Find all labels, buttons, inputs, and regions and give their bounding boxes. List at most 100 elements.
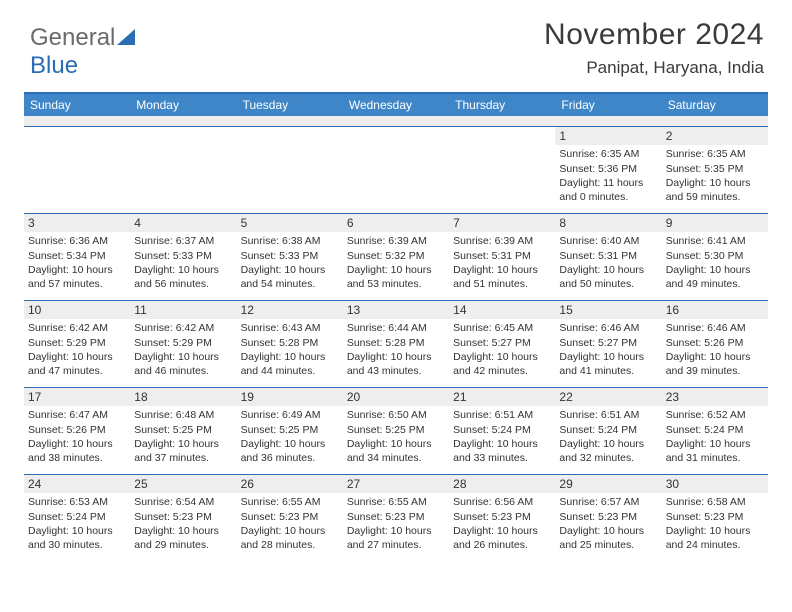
calendar-day-cell: 13Sunrise: 6:44 AMSunset: 5:28 PMDayligh… bbox=[343, 301, 449, 387]
day-detail-text: Sunrise: 6:47 AMSunset: 5:26 PMDaylight:… bbox=[24, 406, 130, 469]
day-number: 13 bbox=[343, 301, 449, 319]
day-number: 22 bbox=[555, 388, 661, 406]
day-number: 14 bbox=[449, 301, 555, 319]
day-detail-text: Sunrise: 6:36 AMSunset: 5:34 PMDaylight:… bbox=[24, 232, 130, 295]
day-number: 4 bbox=[130, 214, 236, 232]
calendar-day-cell: 26Sunrise: 6:55 AMSunset: 5:23 PMDayligh… bbox=[237, 475, 343, 561]
day-of-week-label: Sunday bbox=[24, 94, 130, 116]
calendar-day-cell: 5Sunrise: 6:38 AMSunset: 5:33 PMDaylight… bbox=[237, 214, 343, 300]
day-detail-text: Sunrise: 6:55 AMSunset: 5:23 PMDaylight:… bbox=[237, 493, 343, 556]
day-number: 12 bbox=[237, 301, 343, 319]
day-number: 25 bbox=[130, 475, 236, 493]
calendar-day-cell: 11Sunrise: 6:42 AMSunset: 5:29 PMDayligh… bbox=[130, 301, 236, 387]
calendar-day-cell: 24Sunrise: 6:53 AMSunset: 5:24 PMDayligh… bbox=[24, 475, 130, 561]
day-number: 26 bbox=[237, 475, 343, 493]
day-detail-text: Sunrise: 6:52 AMSunset: 5:24 PMDaylight:… bbox=[662, 406, 768, 469]
calendar-day-cell bbox=[24, 127, 130, 213]
day-detail-text: Sunrise: 6:37 AMSunset: 5:33 PMDaylight:… bbox=[130, 232, 236, 295]
calendar-day-cell: 27Sunrise: 6:55 AMSunset: 5:23 PMDayligh… bbox=[343, 475, 449, 561]
day-number: 20 bbox=[343, 388, 449, 406]
day-detail-text: Sunrise: 6:46 AMSunset: 5:27 PMDaylight:… bbox=[555, 319, 661, 382]
day-number: 24 bbox=[24, 475, 130, 493]
day-detail-text: Sunrise: 6:53 AMSunset: 5:24 PMDaylight:… bbox=[24, 493, 130, 556]
day-number: 27 bbox=[343, 475, 449, 493]
day-of-week-row: SundayMondayTuesdayWednesdayThursdayFrid… bbox=[24, 94, 768, 116]
day-of-week-label: Thursday bbox=[449, 94, 555, 116]
logo-text-1: General bbox=[30, 24, 115, 51]
calendar-week-row: 3Sunrise: 6:36 AMSunset: 5:34 PMDaylight… bbox=[24, 213, 768, 300]
day-detail-text: Sunrise: 6:50 AMSunset: 5:25 PMDaylight:… bbox=[343, 406, 449, 469]
day-number: 9 bbox=[662, 214, 768, 232]
day-number: 15 bbox=[555, 301, 661, 319]
calendar-day-cell bbox=[237, 127, 343, 213]
calendar-day-cell: 6Sunrise: 6:39 AMSunset: 5:32 PMDaylight… bbox=[343, 214, 449, 300]
day-detail-text: Sunrise: 6:56 AMSunset: 5:23 PMDaylight:… bbox=[449, 493, 555, 556]
calendar-grid: SundayMondayTuesdayWednesdayThursdayFrid… bbox=[24, 92, 768, 561]
day-number: 6 bbox=[343, 214, 449, 232]
day-number: 23 bbox=[662, 388, 768, 406]
calendar-day-cell bbox=[130, 127, 236, 213]
calendar-day-cell: 7Sunrise: 6:39 AMSunset: 5:31 PMDaylight… bbox=[449, 214, 555, 300]
day-detail-text: Sunrise: 6:44 AMSunset: 5:28 PMDaylight:… bbox=[343, 319, 449, 382]
calendar-day-cell: 9Sunrise: 6:41 AMSunset: 5:30 PMDaylight… bbox=[662, 214, 768, 300]
day-detail-text: Sunrise: 6:40 AMSunset: 5:31 PMDaylight:… bbox=[555, 232, 661, 295]
day-detail-text: Sunrise: 6:35 AMSunset: 5:36 PMDaylight:… bbox=[555, 145, 661, 208]
day-detail-text: Sunrise: 6:42 AMSunset: 5:29 PMDaylight:… bbox=[24, 319, 130, 382]
brand-logo: General Blue bbox=[30, 24, 135, 80]
calendar-day-cell: 30Sunrise: 6:58 AMSunset: 5:23 PMDayligh… bbox=[662, 475, 768, 561]
logo-text-2: Blue bbox=[30, 52, 78, 79]
day-detail-text: Sunrise: 6:38 AMSunset: 5:33 PMDaylight:… bbox=[237, 232, 343, 295]
day-detail-text: Sunrise: 6:51 AMSunset: 5:24 PMDaylight:… bbox=[449, 406, 555, 469]
day-of-week-label: Friday bbox=[555, 94, 661, 116]
calendar-week-row: 10Sunrise: 6:42 AMSunset: 5:29 PMDayligh… bbox=[24, 300, 768, 387]
day-detail-text: Sunrise: 6:39 AMSunset: 5:32 PMDaylight:… bbox=[343, 232, 449, 295]
day-detail-text: Sunrise: 6:49 AMSunset: 5:25 PMDaylight:… bbox=[237, 406, 343, 469]
day-number: 30 bbox=[662, 475, 768, 493]
day-detail-text: Sunrise: 6:43 AMSunset: 5:28 PMDaylight:… bbox=[237, 319, 343, 382]
day-detail-text: Sunrise: 6:45 AMSunset: 5:27 PMDaylight:… bbox=[449, 319, 555, 382]
calendar-day-cell: 25Sunrise: 6:54 AMSunset: 5:23 PMDayligh… bbox=[130, 475, 236, 561]
day-detail-text: Sunrise: 6:46 AMSunset: 5:26 PMDaylight:… bbox=[662, 319, 768, 382]
day-number: 16 bbox=[662, 301, 768, 319]
calendar-day-cell bbox=[343, 127, 449, 213]
calendar-week-row: 24Sunrise: 6:53 AMSunset: 5:24 PMDayligh… bbox=[24, 474, 768, 561]
logo-triangle-icon bbox=[117, 29, 135, 45]
day-detail-text: Sunrise: 6:39 AMSunset: 5:31 PMDaylight:… bbox=[449, 232, 555, 295]
day-number: 11 bbox=[130, 301, 236, 319]
day-number: 18 bbox=[130, 388, 236, 406]
day-number: 19 bbox=[237, 388, 343, 406]
day-of-week-label: Monday bbox=[130, 94, 236, 116]
calendar-day-cell: 10Sunrise: 6:42 AMSunset: 5:29 PMDayligh… bbox=[24, 301, 130, 387]
calendar-day-cell: 2Sunrise: 6:35 AMSunset: 5:35 PMDaylight… bbox=[662, 127, 768, 213]
calendar-day-cell: 18Sunrise: 6:48 AMSunset: 5:25 PMDayligh… bbox=[130, 388, 236, 474]
day-number: 29 bbox=[555, 475, 661, 493]
day-detail-text: Sunrise: 6:41 AMSunset: 5:30 PMDaylight:… bbox=[662, 232, 768, 295]
calendar-day-cell: 19Sunrise: 6:49 AMSunset: 5:25 PMDayligh… bbox=[237, 388, 343, 474]
day-detail-text: Sunrise: 6:57 AMSunset: 5:23 PMDaylight:… bbox=[555, 493, 661, 556]
header-spacer bbox=[24, 116, 768, 126]
calendar-day-cell: 3Sunrise: 6:36 AMSunset: 5:34 PMDaylight… bbox=[24, 214, 130, 300]
calendar-day-cell: 17Sunrise: 6:47 AMSunset: 5:26 PMDayligh… bbox=[24, 388, 130, 474]
weeks-container: 1Sunrise: 6:35 AMSunset: 5:36 PMDaylight… bbox=[24, 126, 768, 561]
day-number: 21 bbox=[449, 388, 555, 406]
day-detail-text: Sunrise: 6:35 AMSunset: 5:35 PMDaylight:… bbox=[662, 145, 768, 208]
calendar-week-row: 17Sunrise: 6:47 AMSunset: 5:26 PMDayligh… bbox=[24, 387, 768, 474]
day-detail-text: Sunrise: 6:54 AMSunset: 5:23 PMDaylight:… bbox=[130, 493, 236, 556]
calendar-day-cell: 15Sunrise: 6:46 AMSunset: 5:27 PMDayligh… bbox=[555, 301, 661, 387]
calendar-day-cell: 23Sunrise: 6:52 AMSunset: 5:24 PMDayligh… bbox=[662, 388, 768, 474]
day-detail-text: Sunrise: 6:48 AMSunset: 5:25 PMDaylight:… bbox=[130, 406, 236, 469]
day-detail-text: Sunrise: 6:51 AMSunset: 5:24 PMDaylight:… bbox=[555, 406, 661, 469]
day-number: 3 bbox=[24, 214, 130, 232]
calendar-day-cell: 14Sunrise: 6:45 AMSunset: 5:27 PMDayligh… bbox=[449, 301, 555, 387]
calendar-day-cell: 4Sunrise: 6:37 AMSunset: 5:33 PMDaylight… bbox=[130, 214, 236, 300]
day-detail-text: Sunrise: 6:55 AMSunset: 5:23 PMDaylight:… bbox=[343, 493, 449, 556]
calendar-day-cell bbox=[449, 127, 555, 213]
day-of-week-label: Saturday bbox=[662, 94, 768, 116]
day-number: 1 bbox=[555, 127, 661, 145]
page-header: November 2024 Panipat, Haryana, India bbox=[24, 18, 768, 78]
day-number: 28 bbox=[449, 475, 555, 493]
day-number: 2 bbox=[662, 127, 768, 145]
calendar-day-cell: 1Sunrise: 6:35 AMSunset: 5:36 PMDaylight… bbox=[555, 127, 661, 213]
calendar-day-cell: 28Sunrise: 6:56 AMSunset: 5:23 PMDayligh… bbox=[449, 475, 555, 561]
day-detail-text: Sunrise: 6:58 AMSunset: 5:23 PMDaylight:… bbox=[662, 493, 768, 556]
